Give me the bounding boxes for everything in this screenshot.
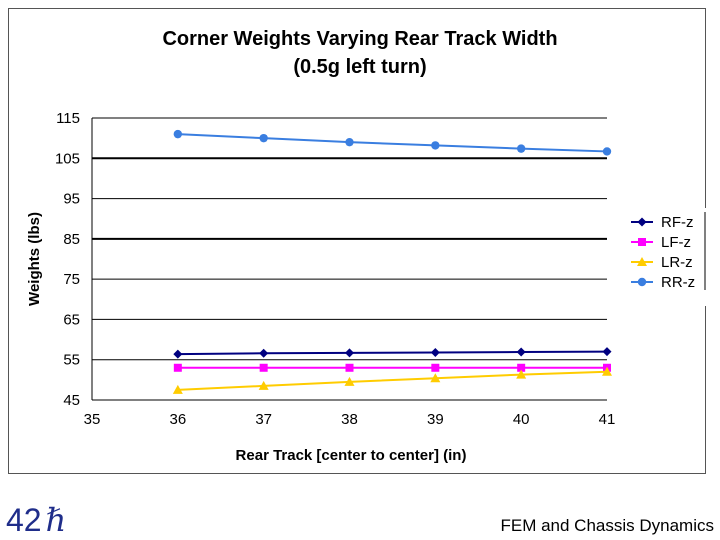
legend-marker-rr-z — [637, 277, 647, 287]
y-tick-label-115: 115 — [56, 110, 80, 127]
data-point-rf-z-36 — [173, 349, 183, 359]
data-point-rr-z-36 — [173, 129, 183, 139]
y-tick-label-55: 55 — [63, 352, 80, 369]
data-point-rr-z-39 — [431, 141, 440, 150]
x-tick-label-37: 37 — [255, 411, 272, 428]
y-axis-label: Weights (lbs) — [26, 212, 43, 306]
data-point-lr-z-37 — [258, 380, 269, 390]
data-point-rr-z-38 — [345, 137, 354, 147]
data-point-lr-z-40 — [516, 369, 527, 379]
hbar-icon: ℏ — [45, 501, 67, 539]
x-tick-label-39: 39 — [427, 411, 444, 428]
y-tick-label-105: 105 — [55, 150, 80, 167]
data-point-rr-z-37 — [259, 133, 268, 143]
x-tick-label-40: 40 — [513, 411, 530, 428]
slide-number-text: 42 — [6, 502, 42, 538]
chart-title-line1: Corner Weights Varying Rear Track Width — [162, 28, 557, 50]
legend-marker-rf-z — [637, 217, 647, 227]
slide-number: 42 ℏ — [6, 500, 66, 540]
data-point-rr-z-41 — [602, 147, 612, 156]
data-point-lf-z-37 — [259, 363, 268, 372]
axis-layer: 45 55 65 75 85 95 105 115 35 36 37 38 39 40 41 — [55, 110, 615, 428]
legend-marker-lf-z — [638, 238, 646, 246]
data-point-lf-z-40 — [517, 363, 526, 372]
data-point-rf-z-37 — [259, 348, 269, 358]
y-tick-label-45: 45 — [63, 392, 80, 409]
x-tick-label-35: 35 — [84, 411, 101, 428]
y-tick-label-95: 95 — [63, 191, 80, 208]
data-point-rf-z-39 — [430, 347, 440, 357]
chart-svg: Corner Weights Varying Rear Track Width … — [26, 28, 707, 464]
legend: RF-z LF-z LR-z RR-z — [627, 208, 707, 306]
data-point-lr-z-41 — [602, 366, 612, 376]
data-point-lr-z-36 — [172, 384, 183, 394]
series-line-rr-z — [177, 133, 608, 153]
legend-label-lf-z: LF-z — [661, 234, 691, 251]
x-tick-label-36: 36 — [169, 411, 186, 428]
grid-layer — [92, 117, 607, 361]
y-tick-label-65: 65 — [63, 311, 80, 328]
legend-label-rf-z: RF-z — [661, 214, 694, 231]
data-point-rf-z-40 — [516, 347, 526, 357]
data-point-rf-z-41 — [602, 347, 612, 357]
data-point-rr-z-40 — [516, 144, 526, 153]
x-axis-label: Rear Track [center to center] (in) — [236, 447, 467, 464]
series-line-lr-z — [177, 370, 608, 391]
legend-label-lr-z: LR-z — [661, 254, 693, 271]
data-point-lr-z-38 — [344, 376, 355, 386]
series-layer — [172, 129, 612, 394]
data-point-lf-z-39 — [431, 363, 440, 372]
x-tick-label-38: 38 — [341, 411, 358, 428]
x-tick-label-41: 41 — [599, 411, 616, 428]
y-tick-label-75: 75 — [63, 271, 80, 288]
legend-label-rr-z: RR-z — [661, 274, 695, 291]
chart-frame: Corner Weights Varying Rear Track Width … — [8, 8, 707, 474]
data-point-rf-z-38 — [345, 348, 354, 358]
data-point-lr-z-39 — [430, 373, 441, 383]
legend-marker-lr-z — [637, 257, 647, 266]
footer-title: FEM and Chassis Dynamics — [500, 516, 714, 535]
chart-title-line2: (0.5g left turn) — [293, 56, 426, 78]
series-line-rf-z — [177, 350, 608, 356]
y-tick-label-85: 85 — [63, 231, 80, 248]
data-point-lf-z-38 — [345, 363, 354, 372]
data-point-lf-z-36 — [173, 363, 182, 372]
